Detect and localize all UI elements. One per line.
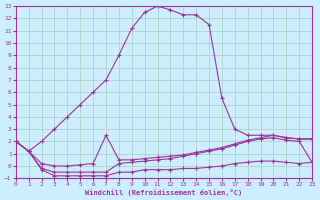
X-axis label: Windchill (Refroidissement éolien,°C): Windchill (Refroidissement éolien,°C): [85, 189, 243, 196]
